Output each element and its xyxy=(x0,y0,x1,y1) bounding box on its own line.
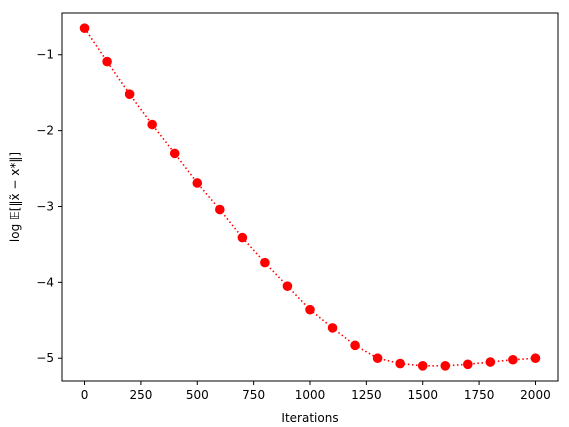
x-tick-label: 2000 xyxy=(520,388,551,402)
data-point xyxy=(169,148,180,159)
x-tick-label: 250 xyxy=(129,388,152,402)
data-point xyxy=(237,232,248,243)
x-tick-label: 1750 xyxy=(464,388,495,402)
x-tick-label: 1250 xyxy=(351,388,382,402)
data-point xyxy=(305,304,315,315)
x-axis-label: Iterations xyxy=(281,411,338,425)
data-point xyxy=(530,353,541,364)
data-point xyxy=(102,56,112,67)
data-point xyxy=(260,257,270,268)
y-tick-label: −1 xyxy=(36,48,54,62)
data-point xyxy=(282,281,293,291)
data-point xyxy=(508,354,518,365)
y-axis-label: log 𝔼[‖x̃ − x*‖] xyxy=(8,152,22,242)
data-point xyxy=(395,358,405,369)
x-tick-label: 0 xyxy=(81,388,89,402)
x-tick-label: 1500 xyxy=(407,388,438,402)
data-point xyxy=(124,89,135,99)
x-axis-ticks: 0 250 500 750 1000 1250 1500 1750 2000 xyxy=(81,381,551,402)
series-layer xyxy=(79,23,541,371)
data-point xyxy=(372,353,383,364)
plot-area xyxy=(62,13,558,381)
y-tick-label: −5 xyxy=(36,351,54,365)
data-point xyxy=(192,178,203,188)
data-point xyxy=(215,204,225,215)
data-point xyxy=(485,357,496,367)
y-tick-label: −2 xyxy=(36,124,54,138)
data-point xyxy=(463,359,473,370)
y-tick-label: −3 xyxy=(36,199,54,213)
x-tick-label: 1000 xyxy=(295,388,326,402)
data-point xyxy=(440,361,451,371)
data-point xyxy=(327,323,338,333)
data-point xyxy=(147,119,157,130)
x-tick-label: 500 xyxy=(186,388,209,402)
y-axis-ticks: −1 −2 −3 −4 −5 xyxy=(36,48,62,365)
x-tick-label: 750 xyxy=(242,388,265,402)
data-point xyxy=(79,23,90,33)
y-tick-label: −4 xyxy=(36,275,54,289)
data-point xyxy=(350,340,360,351)
data-point xyxy=(417,361,428,371)
